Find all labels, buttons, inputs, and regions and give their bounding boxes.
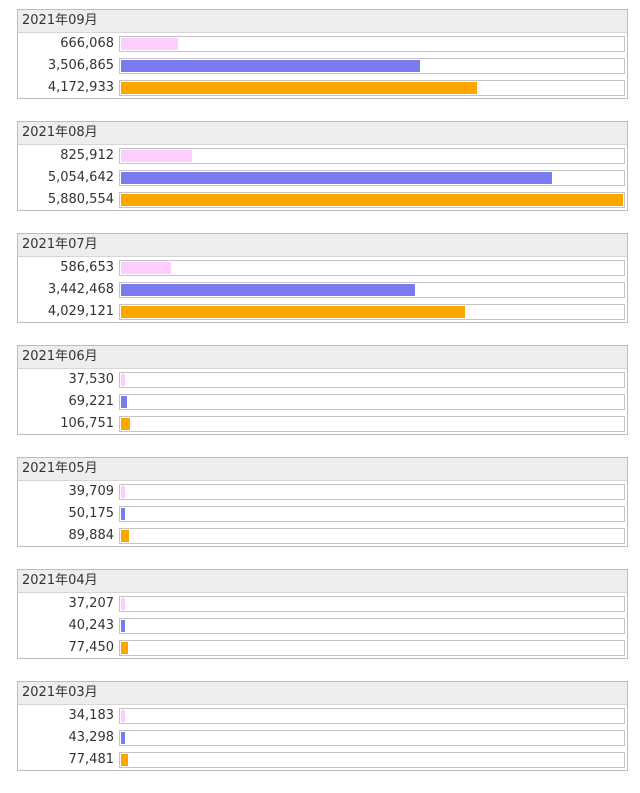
month-label: 2021年04月 bbox=[18, 570, 627, 593]
value-label: 4,172,933 bbox=[47, 80, 114, 95]
month-group: 2021年06月 37,530 69,221 106,751 bbox=[17, 345, 628, 435]
bar-row: 4,029,121 bbox=[18, 301, 627, 323]
bar-row: 37,207 bbox=[18, 593, 627, 615]
bar bbox=[121, 262, 171, 274]
bar bbox=[121, 284, 415, 296]
bar bbox=[121, 530, 129, 542]
month-group: 2021年07月 586,653 3,442,468 4,029,121 bbox=[17, 233, 628, 323]
month-label: 2021年05月 bbox=[18, 458, 627, 481]
bar-track bbox=[119, 618, 625, 634]
bar-track bbox=[119, 528, 625, 544]
bar-row: 50,175 bbox=[18, 503, 627, 525]
value-label: 43,298 bbox=[68, 730, 115, 745]
bar-track bbox=[119, 304, 625, 320]
value-label: 5,880,554 bbox=[47, 192, 114, 207]
bar bbox=[121, 82, 477, 94]
bar bbox=[121, 754, 128, 766]
value-label: 50,175 bbox=[68, 506, 115, 521]
month-group: 2021年08月 825,912 5,054,642 5,880,554 bbox=[17, 121, 628, 211]
bar bbox=[121, 620, 125, 632]
bar bbox=[121, 598, 125, 610]
value-label: 34,183 bbox=[68, 708, 115, 723]
bar-row: 43,298 bbox=[18, 727, 627, 749]
bar-row: 825,912 bbox=[18, 145, 627, 167]
month-label: 2021年07月 bbox=[18, 234, 627, 257]
bar bbox=[121, 60, 420, 72]
bar-track bbox=[119, 394, 625, 410]
value-label: 77,481 bbox=[68, 752, 115, 767]
bar-row: 69,221 bbox=[18, 391, 627, 413]
value-label: 666,068 bbox=[60, 36, 114, 51]
month-group: 2021年09月 666,068 3,506,865 4,172,933 bbox=[17, 9, 628, 99]
bar-track bbox=[119, 752, 625, 768]
bar-track bbox=[119, 282, 625, 298]
month-group: 2021年03月 34,183 43,298 77,481 bbox=[17, 681, 628, 771]
bar-row: 39,709 bbox=[18, 481, 627, 503]
bar bbox=[121, 642, 128, 654]
value-label: 37,530 bbox=[68, 372, 115, 387]
bar-track bbox=[119, 730, 625, 746]
month-label: 2021年06月 bbox=[18, 346, 627, 369]
value-label: 5,054,642 bbox=[47, 170, 114, 185]
bar-track bbox=[119, 36, 625, 52]
bar-row: 666,068 bbox=[18, 33, 627, 55]
month-label: 2021年08月 bbox=[18, 122, 627, 145]
value-label: 4,029,121 bbox=[47, 304, 114, 319]
value-label: 825,912 bbox=[60, 148, 114, 163]
bar-row: 77,481 bbox=[18, 749, 627, 771]
bar-row: 106,751 bbox=[18, 413, 627, 435]
value-label: 39,709 bbox=[68, 484, 115, 499]
bar bbox=[121, 150, 192, 162]
bar-track bbox=[119, 260, 625, 276]
bar-row: 5,054,642 bbox=[18, 167, 627, 189]
bar bbox=[121, 396, 127, 408]
bar-row: 40,243 bbox=[18, 615, 627, 637]
bar-chart: 2021年09月 666,068 3,506,865 4,172,933 2021年08… bbox=[17, 9, 628, 793]
bar bbox=[121, 374, 125, 386]
value-label: 586,653 bbox=[60, 260, 114, 275]
bar-track bbox=[119, 148, 625, 164]
bar-track bbox=[119, 484, 625, 500]
month-label: 2021年09月 bbox=[18, 10, 627, 33]
month-group: 2021年04月 37,207 40,243 77,450 bbox=[17, 569, 628, 659]
bar-row: 5,880,554 bbox=[18, 189, 627, 211]
value-label: 106,751 bbox=[60, 416, 114, 431]
value-label: 3,506,865 bbox=[47, 58, 114, 73]
bar-row: 3,506,865 bbox=[18, 55, 627, 77]
bar-track bbox=[119, 596, 625, 612]
bar-track bbox=[119, 80, 625, 96]
bar bbox=[121, 38, 178, 50]
bar-track bbox=[119, 192, 625, 208]
bar-row: 4,172,933 bbox=[18, 77, 627, 99]
bar-row: 37,530 bbox=[18, 369, 627, 391]
bar bbox=[121, 486, 125, 498]
bar bbox=[121, 172, 552, 184]
value-label: 3,442,468 bbox=[47, 282, 114, 297]
value-label: 77,450 bbox=[68, 640, 115, 655]
bar-row: 586,653 bbox=[18, 257, 627, 279]
value-label: 37,207 bbox=[68, 596, 115, 611]
bar-track bbox=[119, 708, 625, 724]
bar-track bbox=[119, 372, 625, 388]
bar-row: 77,450 bbox=[18, 637, 627, 659]
value-label: 69,221 bbox=[68, 394, 115, 409]
value-label: 40,243 bbox=[68, 618, 115, 633]
bar-row: 89,884 bbox=[18, 525, 627, 547]
bar-row: 3,442,468 bbox=[18, 279, 627, 301]
bar-track bbox=[119, 640, 625, 656]
bar bbox=[121, 732, 125, 744]
bar bbox=[121, 508, 125, 520]
month-group: 2021年05月 39,709 50,175 89,884 bbox=[17, 457, 628, 547]
bar bbox=[121, 194, 623, 206]
bar-track bbox=[119, 506, 625, 522]
bar bbox=[121, 418, 130, 430]
bar bbox=[121, 306, 465, 318]
value-label: 89,884 bbox=[68, 528, 115, 543]
bar-track bbox=[119, 170, 625, 186]
bar-track bbox=[119, 58, 625, 74]
bar bbox=[121, 710, 125, 722]
month-label: 2021年03月 bbox=[18, 682, 627, 705]
bar-row: 34,183 bbox=[18, 705, 627, 727]
bar-track bbox=[119, 416, 625, 432]
